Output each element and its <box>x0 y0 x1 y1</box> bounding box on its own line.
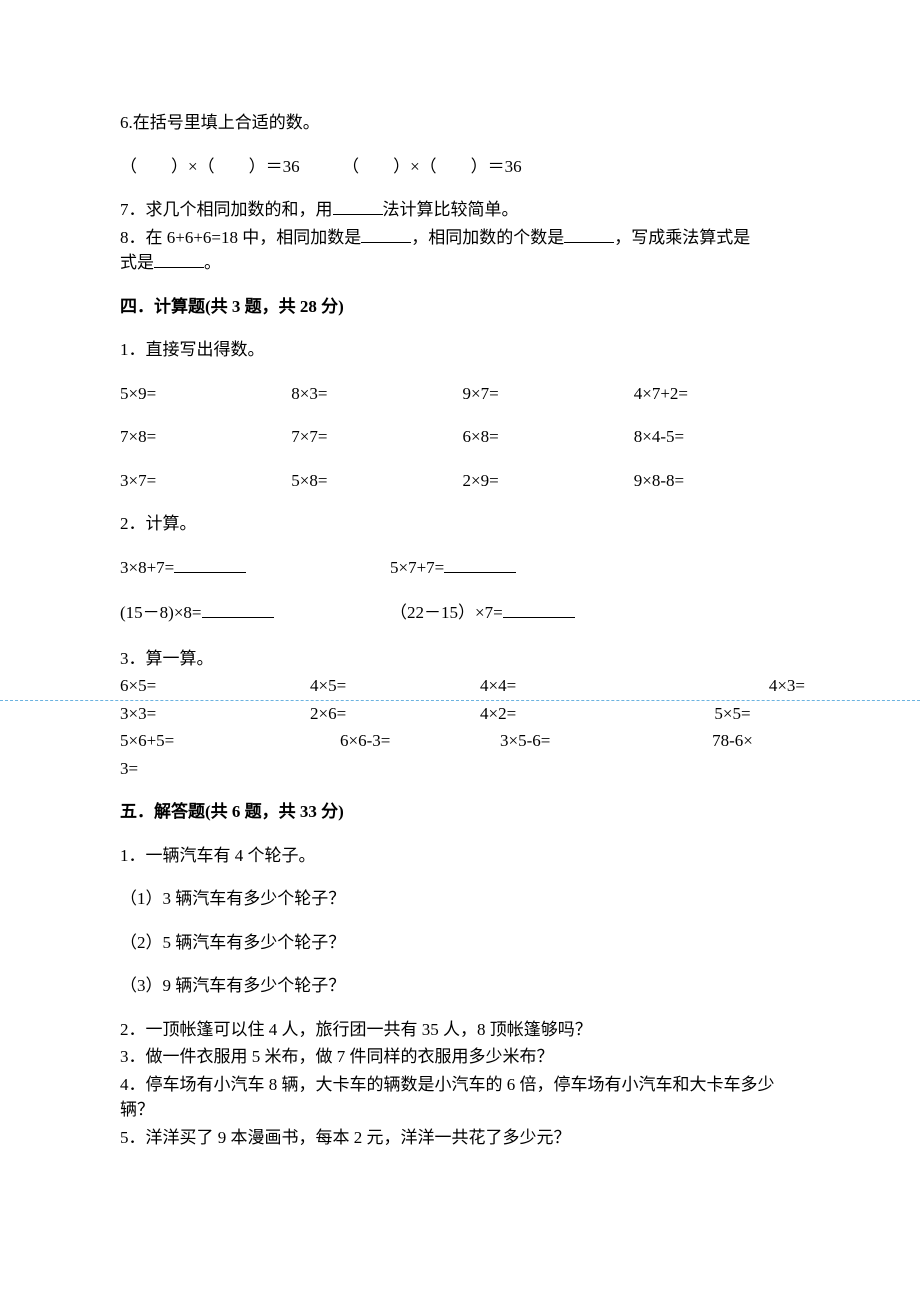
q6-eq1: （ ）×（ ）＝36 <box>120 157 300 176</box>
decorative-dashed-line <box>0 700 920 701</box>
s4q3-title: 3．算一算。 <box>120 646 805 672</box>
blank <box>333 198 383 215</box>
s4q1-row: 7×8= 7×7= 6×8= 8×4-5= <box>120 424 805 450</box>
cell: 4×7+2= <box>634 381 805 407</box>
s4q2-row: 3×8+7= 5×7+7= <box>120 555 805 581</box>
s4q3-row: 5×6+5= 6×6-3= 3×5-6= 78-6× <box>120 728 805 754</box>
q8-post: 。 <box>204 253 221 272</box>
s4q2-left: (15－8)×8= <box>120 600 390 626</box>
s4q3-row: 3×3= 2×6= 4×2= 5×5= <box>120 701 805 727</box>
cell: 5×5= <box>660 701 805 727</box>
cell: 7×8= <box>120 424 291 450</box>
blank <box>154 251 204 268</box>
cell: 4×2= <box>480 701 660 727</box>
cell: 2×9= <box>463 468 634 494</box>
blank <box>174 556 246 573</box>
s5q5: 5．洋洋买了 9 本漫画书，每本 2 元，洋洋一共花了多少元？ <box>120 1125 805 1151</box>
cell: 4×3= <box>660 673 805 699</box>
s4q3-trailing: 3= <box>120 756 805 782</box>
q8-tail: 式是 <box>120 253 154 272</box>
cell: 3×8+7= <box>120 558 174 577</box>
q6-eq2: （ ）×（ ）＝36 <box>342 157 522 176</box>
cell: 4×5= <box>310 673 480 699</box>
s5q4: 4．停车场有小汽车 8 辆，大卡车的辆数是小汽车的 6 倍，停车场有小汽车和大卡… <box>120 1072 805 1123</box>
blank <box>444 556 516 573</box>
s4q3-row: 6×5= 4×5= 4×4= 4×3= <box>120 673 805 699</box>
q8-pre: 8．在 6+6+6=18 中，相同加数是 <box>120 228 361 247</box>
q6-equations: （ ）×（ ）＝36 （ ）×（ ）＝36 <box>120 154 805 180</box>
section5-title: 五．解答题(共 6 题，共 33 分) <box>120 799 805 825</box>
cell: 5×8= <box>291 468 462 494</box>
s4q2-row: (15－8)×8= （22－15）×7= <box>120 600 805 626</box>
s4q2-left: 3×8+7= <box>120 555 390 581</box>
cell: (15－8)×8= <box>120 603 202 622</box>
q7-post: 法计算比较简单。 <box>383 200 519 219</box>
cell: 2×6= <box>310 701 480 727</box>
s4q1-row: 3×7= 5×8= 2×9= 9×8-8= <box>120 468 805 494</box>
s4q2-right: 5×7+7= <box>390 555 516 581</box>
cell: 8×3= <box>291 381 462 407</box>
cell: 3×7= <box>120 468 291 494</box>
cell: （22－15）×7= <box>390 603 503 622</box>
blank <box>202 601 274 618</box>
cell: 6×8= <box>463 424 634 450</box>
cell: 6×5= <box>120 673 310 699</box>
s5q1-sub3: （3）9 辆汽车有多少个轮子？ <box>120 973 805 999</box>
cell: 6×6-3= <box>310 728 480 754</box>
cell: 3×5-6= <box>480 728 660 754</box>
s4q2-right: （22－15）×7= <box>390 600 575 626</box>
cell: 5×6+5= <box>120 728 310 754</box>
cell: 7×7= <box>291 424 462 450</box>
q8-mid1: ，相同加数的个数是 <box>411 228 564 247</box>
s4q2-title: 2．计算。 <box>120 511 805 537</box>
cell: 4×4= <box>480 673 660 699</box>
s5q2: 2．一顶帐篷可以住 4 人，旅行团一共有 35 人，8 顶帐篷够吗？ <box>120 1017 805 1043</box>
s4q1-title: 1．直接写出得数。 <box>120 337 805 363</box>
s5q1-intro: 1．一辆汽车有 4 个轮子。 <box>120 843 805 869</box>
q7-line: 7．求几个相同加数的和，用 法计算比较简单。 <box>120 197 805 223</box>
q8-line: 8．在 6+6+6=18 中，相同加数是 ，相同加数的个数是 ，写成乘法算式是式是 。 <box>120 225 805 276</box>
cell: 5×7+7= <box>390 558 444 577</box>
cell: 3×3= <box>120 701 310 727</box>
s5q1-sub1: （1）3 辆汽车有多少个轮子？ <box>120 886 805 912</box>
s5q1-sub2: （2）5 辆汽车有多少个轮子？ <box>120 930 805 956</box>
cell: 78-6× <box>660 728 805 754</box>
blank <box>361 226 411 243</box>
s4q1-row: 5×9= 8×3= 9×7= 4×7+2= <box>120 381 805 407</box>
q6-text: 6.在括号里填上合适的数。 <box>120 110 805 136</box>
cell: 9×8-8= <box>634 468 805 494</box>
q7-pre: 7．求几个相同加数的和，用 <box>120 200 333 219</box>
section4-title: 四．计算题(共 3 题，共 28 分) <box>120 294 805 320</box>
cell: 8×4-5= <box>634 424 805 450</box>
cell: 5×9= <box>120 381 291 407</box>
s5q3: 3．做一件衣服用 5 米布，做 7 件同样的衣服用多少米布？ <box>120 1044 805 1070</box>
blank <box>564 226 614 243</box>
q8-mid2: ，写成乘法算式是 <box>614 228 750 247</box>
blank <box>503 601 575 618</box>
cell: 9×7= <box>463 381 634 407</box>
